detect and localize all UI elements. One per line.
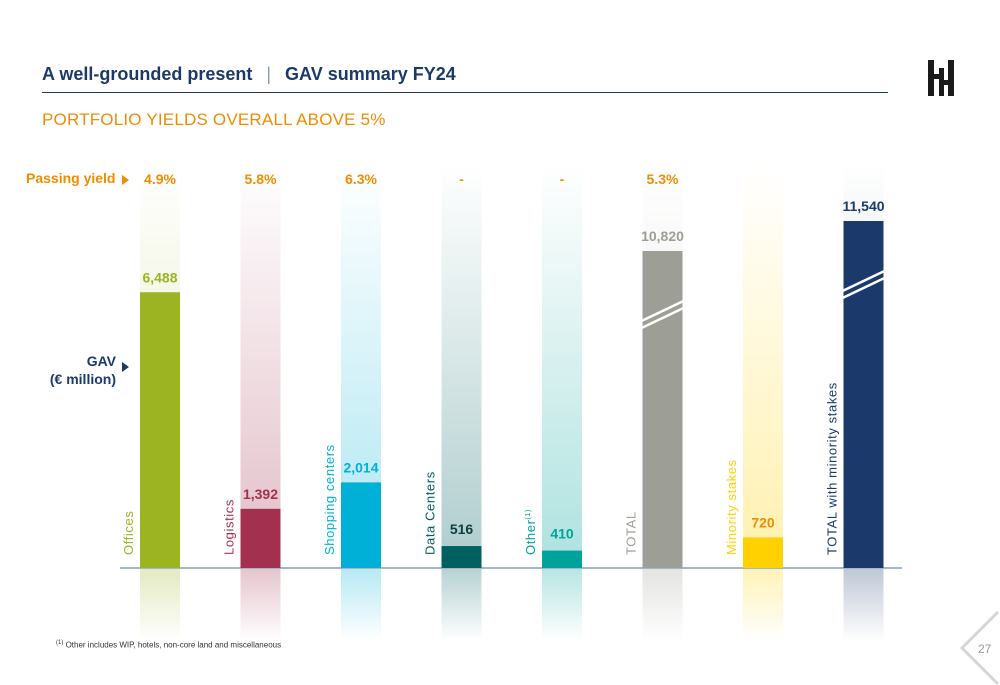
bar-column-background <box>240 165 281 568</box>
value-label: 10,820 <box>641 228 684 244</box>
value-label: 2,014 <box>343 459 378 475</box>
passing-yield-value: 4.9% <box>144 171 176 187</box>
category-label: Logistics <box>222 499 237 555</box>
bar-reflection <box>240 569 281 641</box>
bar-offices <box>140 292 180 568</box>
passing-yield-arrow-icon <box>122 175 129 185</box>
bar-reflection <box>843 569 884 641</box>
value-label: 11,540 <box>842 198 884 214</box>
value-label: 6,488 <box>142 269 177 285</box>
title-left: A well-grounded present <box>42 64 253 84</box>
category-label: Other(1) <box>523 509 538 555</box>
bar-reflection <box>542 569 582 641</box>
value-label: 720 <box>751 514 775 530</box>
title-right: GAV summary FY24 <box>285 64 456 84</box>
passing-yield-label: Passing yield <box>26 170 116 186</box>
axis-break-mark <box>841 269 886 293</box>
passing-yield-value: 5.8% <box>245 171 277 187</box>
gav-arrow-icon <box>122 362 129 372</box>
footnote-marker: (1) <box>56 640 64 646</box>
bar-minority-stakes <box>743 537 783 568</box>
axis-break-mark <box>640 299 685 323</box>
bar-reflection <box>140 569 180 641</box>
value-label: 410 <box>550 526 574 542</box>
header-divider <box>42 92 888 93</box>
subtitle: PORTFOLIO YIELDS OVERALL ABOVE 5% <box>42 110 386 129</box>
category-label: Shopping centers <box>322 444 337 555</box>
title-separator: | <box>266 64 272 84</box>
footnote: (1) Other includes WIP, hotels, non-core… <box>56 640 281 650</box>
bar-total <box>642 251 683 568</box>
bar-other <box>542 550 582 568</box>
bar-reflection <box>441 569 482 641</box>
bar-shopping-centers <box>341 482 381 568</box>
category-label: Offices <box>121 511 136 555</box>
passing-yield-value: - <box>560 171 565 187</box>
axis-break-mark <box>640 306 685 330</box>
company-logo <box>928 60 954 96</box>
category-label: TOTAL <box>624 511 639 555</box>
axis-break-mark <box>841 276 886 300</box>
gav-label-line1: GAV <box>86 353 116 369</box>
passing-yield-value: 6.3% <box>345 171 377 187</box>
bar-reflection <box>642 569 683 641</box>
bar-total-with-minority-stakes <box>843 221 884 568</box>
passing-yield-value: - <box>459 171 464 187</box>
category-label: Minority stakes <box>724 459 739 555</box>
passing-yield-value: 5.3% <box>647 171 679 187</box>
value-label: 516 <box>450 521 474 537</box>
bar-column-background <box>441 165 482 568</box>
bar-reflection <box>341 569 381 641</box>
page-title: A well-grounded present | GAV summary FY24 <box>42 64 456 85</box>
gav-label: GAV (€ million) <box>30 352 116 388</box>
page-number: 27 <box>978 642 992 656</box>
category-superscript: (1) <box>525 509 532 519</box>
category-label: Data Centers <box>423 471 438 555</box>
bar-data-centers <box>441 546 482 568</box>
category-label: TOTAL with minority stakes <box>825 382 840 555</box>
bar-logistics <box>240 508 281 568</box>
footnote-text: Other includes WIP, hotels, non-core lan… <box>65 640 282 650</box>
gav-label-line2: (€ million) <box>49 371 116 387</box>
bar-column-background <box>743 165 783 568</box>
value-label: 1,392 <box>243 486 278 502</box>
bar-column-background <box>542 165 582 568</box>
bar-reflection <box>743 569 783 641</box>
